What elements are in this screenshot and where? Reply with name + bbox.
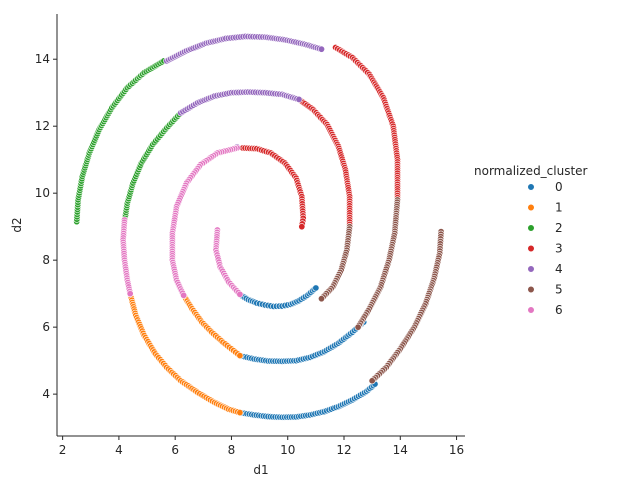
points-layer — [73, 32, 445, 421]
x-axis-title: d1 — [253, 463, 268, 477]
point-cluster-4 — [295, 95, 303, 103]
point-cluster-5 — [317, 295, 325, 303]
y-axis-title: d2 — [10, 217, 24, 232]
legend-label-0: 0 — [555, 180, 563, 194]
point-cluster-5 — [354, 323, 362, 331]
legend-label-6: 6 — [555, 303, 563, 317]
y-ticks: 4 6 8 10 12 14 — [35, 52, 57, 401]
y-tick-label: 12 — [35, 119, 50, 133]
legend-label-3: 3 — [555, 242, 563, 256]
x-tick-label: 4 — [115, 443, 123, 457]
y-tick-label: 8 — [42, 253, 50, 267]
legend-label-4: 4 — [555, 262, 563, 276]
y-tick-label: 6 — [42, 320, 50, 334]
point-cluster-0 — [312, 284, 320, 292]
point-cluster-1 — [236, 409, 244, 417]
x-tick-label: 12 — [336, 443, 351, 457]
x-tick-label: 14 — [393, 443, 408, 457]
legend-marker-5 — [527, 285, 535, 294]
legend: normalized_cluster 0 1 2 3 4 5 6 — [474, 164, 588, 317]
point-cluster-6 — [180, 291, 188, 299]
point-cluster-6 — [126, 290, 134, 298]
x-tick-label: 10 — [280, 443, 295, 457]
legend-marker-6 — [527, 306, 535, 314]
legend-marker-3 — [527, 244, 535, 253]
point-cluster-6 — [236, 290, 244, 298]
legend-label-2: 2 — [555, 221, 563, 235]
y-tick-label: 10 — [35, 186, 50, 200]
point-cluster-1 — [236, 352, 244, 360]
legend-marker-1 — [527, 203, 535, 212]
x-tick-label: 2 — [59, 443, 67, 457]
point-cluster-5 — [368, 377, 376, 385]
legend-marker-2 — [527, 224, 535, 232]
x-tick-label: 8 — [228, 443, 236, 457]
legend-marker-0 — [527, 183, 535, 191]
point-cluster-4 — [317, 45, 325, 53]
y-tick-label: 4 — [42, 387, 50, 401]
legend-label-1: 1 — [555, 201, 563, 215]
axes-layer — [56, 14, 465, 437]
legend-title: normalized_cluster — [474, 164, 588, 178]
y-tick-label: 14 — [35, 52, 50, 66]
x-ticks: 2 4 6 8 10 12 14 16 — [59, 436, 464, 457]
legend-label-5: 5 — [555, 283, 563, 297]
x-tick-label: 16 — [449, 443, 464, 457]
x-tick-label: 6 — [171, 443, 179, 457]
legend-marker-4 — [527, 265, 535, 273]
point-cluster-3 — [298, 223, 306, 231]
